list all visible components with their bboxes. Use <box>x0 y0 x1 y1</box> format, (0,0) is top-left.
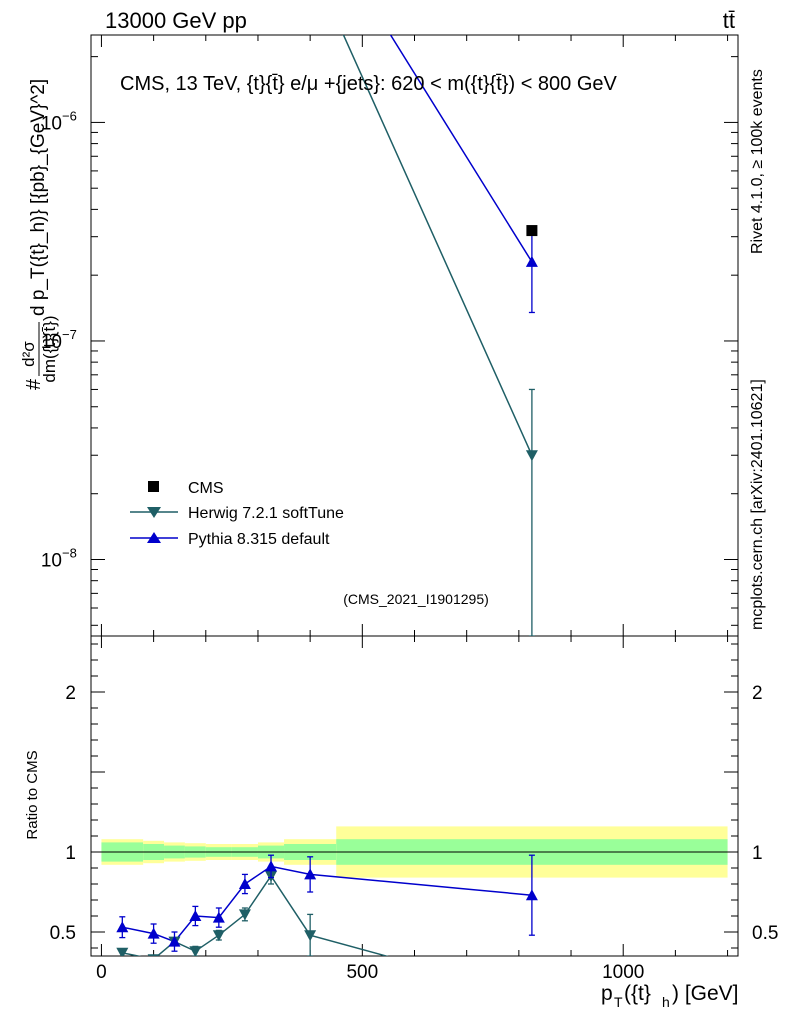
ratio-series <box>122 865 532 956</box>
pythia-line <box>389 35 533 263</box>
pythia-ratio-marker <box>265 860 278 872</box>
header-right: tt̄ <box>723 8 735 33</box>
herwig-ratio-marker <box>116 947 129 956</box>
x-tick-label: 1000 <box>602 962 644 983</box>
xlabel-sub2: h <box>662 994 670 1010</box>
xlabel-sub1: T <box>614 994 623 1010</box>
y-tick-label-exp: −7 <box>62 327 77 342</box>
chart-title: CMS, 13 TeV, {t}{t̄} e/μ +{jets}: 620 < … <box>120 73 618 95</box>
herwig-ratio-marker <box>147 954 160 956</box>
pythia-ratio-marker <box>525 889 538 901</box>
pythia-ratio-marker <box>147 927 160 939</box>
pythia-ratio-line <box>122 865 532 943</box>
pythia-ratio-marker <box>189 910 202 921</box>
rivet-label: Rivet 4.1.0, ≥ 100k events <box>749 69 766 254</box>
legend-cms-label: CMS <box>188 480 224 497</box>
data-markers <box>525 225 538 462</box>
ratio-tick-label-right: 0.5 <box>752 923 778 944</box>
ratio-tick-label-left: 1 <box>65 843 76 864</box>
legend: CMS Herwig 7.2.1 softTune Pythia 8.315 d… <box>130 480 344 548</box>
series-lines <box>342 35 533 456</box>
ylabel-den: dm({t}{t̄}) <box>40 315 59 382</box>
cms-marker <box>526 225 538 237</box>
x-tick-label: 0 <box>96 962 107 983</box>
y-tick-label-exp: −6 <box>62 108 77 123</box>
ratio-markers <box>116 854 538 1002</box>
pythia-ratio-marker <box>116 921 129 933</box>
header-left: 13000 GeV pp <box>105 8 247 33</box>
pythia-ratio-marker <box>304 868 317 880</box>
herwig-line <box>342 35 533 456</box>
y-tick-label: 10 <box>41 332 62 353</box>
ylabel-prefix: # <box>23 378 45 390</box>
legend-herwig-label: Herwig 7.2.1 softTune <box>188 505 344 522</box>
pythia-ratio-marker <box>212 911 225 923</box>
herwig-ratio-marker <box>526 991 538 1002</box>
y-tick-label: 10 <box>41 113 62 134</box>
legend-pythia-label: Pythia 8.315 default <box>188 531 330 548</box>
ratio-frame <box>90 635 739 957</box>
ylabel-num: d²σ <box>19 341 38 367</box>
legend-pythia-marker <box>147 532 161 543</box>
y-axis-label-main: # d²σ dm({t}{t̄}) d p_T({t}_h)} [{pb}_{G… <box>19 79 59 390</box>
analysis-id: (CMS_2021_I1901295) <box>343 591 489 607</box>
pythia-ratio-marker <box>238 878 251 889</box>
xlabel-main: p <box>601 982 613 1005</box>
ylabel-rest: d p_T({t}_h)} [{pb}_{GeV}^2] <box>28 79 49 316</box>
y-axis-label-ratio: Ratio to CMS <box>24 750 41 839</box>
herwig-ratio-marker <box>212 930 225 942</box>
herwig-marker <box>525 450 538 462</box>
ratio-tick-label-right: 1 <box>752 843 763 864</box>
x-tick-label: 500 <box>346 962 378 983</box>
herwig-ratio-marker <box>304 930 317 942</box>
ratio-tick-label-right: 2 <box>752 683 763 704</box>
herwig-ratio-marker <box>189 946 202 956</box>
x-axis-label: p T ({t} h ) [GeV] <box>601 982 739 1010</box>
herwig-ratio-line <box>122 874 389 956</box>
xlabel-end: ) [GeV] <box>672 982 739 1005</box>
error-bars <box>528 234 535 636</box>
legend-cms-marker <box>148 481 159 492</box>
pythia-marker <box>525 255 538 267</box>
xlabel-mid: ({t} <box>624 982 651 1005</box>
legend-herwig-marker <box>147 507 161 518</box>
mcplots-label: mcplots.cern.ch [arXiv:2401.10621] <box>749 379 766 630</box>
pythia-ratio-marker <box>168 935 181 947</box>
y-tick-label: 10 <box>41 551 62 572</box>
ratio-tick-label-left: 0.5 <box>50 923 76 944</box>
ratio-tick-label-left: 2 <box>65 683 76 704</box>
axis-tick-labels: 0500100010−310−410−510−610−710−822110.50… <box>41 108 779 983</box>
y-tick-label-exp: −8 <box>62 546 77 561</box>
herwig-ratio-marker <box>238 909 251 921</box>
